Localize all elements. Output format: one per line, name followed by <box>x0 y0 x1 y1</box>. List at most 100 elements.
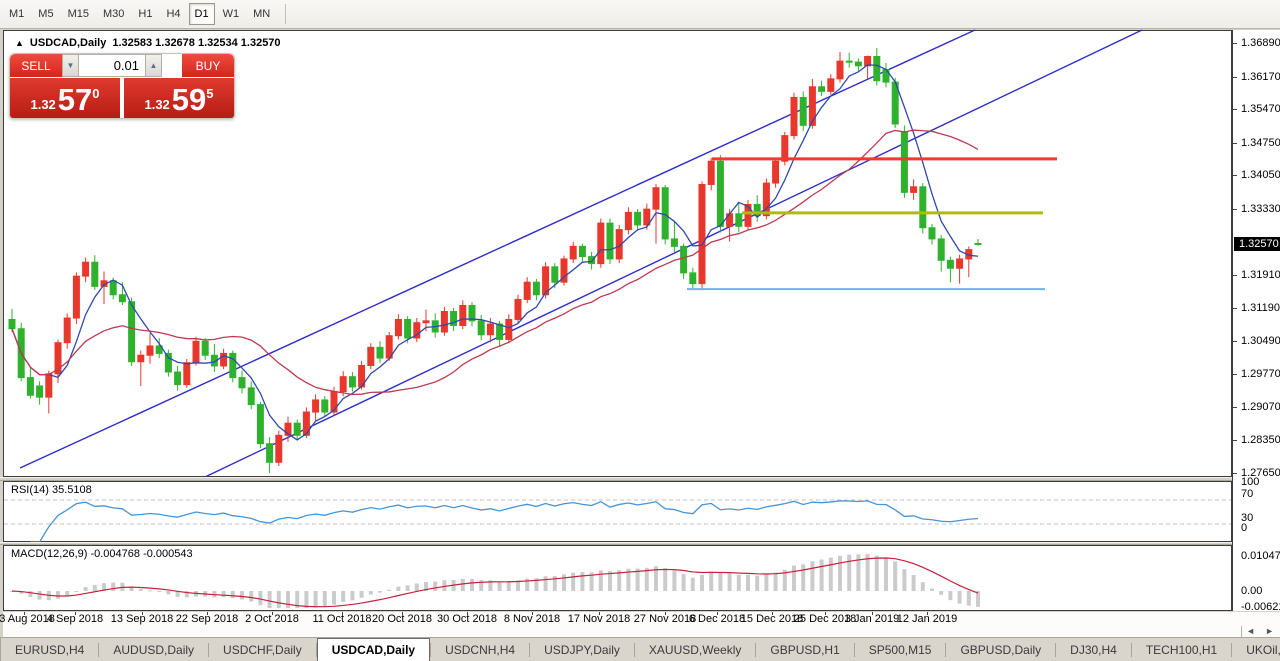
price-axis-label: 1.31190 <box>1241 302 1280 315</box>
tab-eurusd-h4[interactable]: EURUSD,H4 <box>15 642 85 657</box>
macd-histogram-bar <box>497 581 502 591</box>
tab-usdjpy-daily[interactable]: USDJPY,Daily <box>544 642 620 657</box>
macd-histogram-bar <box>341 591 346 603</box>
macd-indicator-panel[interactable]: MACD(12,26,9) -0.004768 -0.000543 <box>3 545 1232 611</box>
macd-histogram-bar <box>672 570 677 591</box>
macd-histogram-bar <box>617 570 622 591</box>
scroll-left-icon[interactable]: ◄ <box>1246 626 1256 636</box>
timeframe-button-d1[interactable]: D1 <box>188 3 215 25</box>
macd-histogram-bar <box>396 586 401 591</box>
macd-histogram-bar <box>258 591 263 606</box>
candle-body <box>118 294 126 303</box>
macd-histogram-bar <box>654 566 658 591</box>
candle-body <box>36 385 44 398</box>
tab-usdcnh-h4[interactable]: USDCNH,H4 <box>445 642 516 657</box>
timeframe-button-mn[interactable]: MN <box>253 8 271 20</box>
channel-lower[interactable] <box>204 29 1143 478</box>
candle-body <box>532 281 540 296</box>
volume-decrease-button[interactable]: ▼ <box>62 54 79 77</box>
tab-usdchf-daily[interactable]: USDCHF,Daily <box>223 642 302 657</box>
buy-price-display[interactable]: 1.32 59 5 <box>124 78 234 118</box>
panel-splitter[interactable] <box>0 542 1280 545</box>
price-axis-label: 1.27650 <box>1241 467 1280 479</box>
candle-body <box>8 318 16 330</box>
buy-price-point: 5 <box>206 86 214 101</box>
price-axis-tick <box>1233 109 1237 111</box>
buy-button[interactable]: BUY <box>182 54 234 77</box>
candle-body <box>689 272 697 285</box>
macd-histogram-bar <box>74 591 79 592</box>
sell-price-point: 0 <box>92 86 100 101</box>
macd-histogram-bar <box>525 578 530 591</box>
sell-button[interactable]: SELL <box>10 54 62 77</box>
macd-histogram-bar <box>884 557 888 591</box>
panel-splitter[interactable] <box>0 477 1280 481</box>
timeframe-button-m5[interactable]: M5 <box>38 8 54 20</box>
macd-histogram-bar <box>635 568 640 591</box>
volume-increase-button[interactable]: ▲ <box>145 54 162 77</box>
timeframe-button-m1[interactable]: M1 <box>9 8 25 20</box>
sell-price-display[interactable]: 1.32 57 0 <box>10 78 120 118</box>
volume-input[interactable]: 0.01 <box>79 54 145 77</box>
tab-tech100-h1[interactable]: TECH100,H1 <box>1145 642 1218 657</box>
candle-body <box>900 131 908 193</box>
macd-histogram-bar <box>746 574 750 591</box>
tab-separator <box>853 642 855 657</box>
macd-histogram-bar <box>332 591 336 605</box>
macd-histogram-bar <box>626 568 631 591</box>
tab-ukoil-h1[interactable]: UKOil,H1 <box>1246 642 1280 657</box>
candlestick-plot[interactable] <box>4 29 1231 478</box>
macd-histogram-bar <box>976 591 980 607</box>
timeframe-button-h4[interactable]: H4 <box>166 8 181 20</box>
timeframe-button-w1[interactable]: W1 <box>222 8 240 20</box>
candle-body <box>422 320 430 324</box>
tab-sp500-m15[interactable]: SP500,M15 <box>868 642 932 657</box>
price-axis-tick <box>1233 374 1237 376</box>
macd-histogram-bar <box>764 574 769 591</box>
candle-body <box>772 160 780 184</box>
tab-dj30-h4[interactable]: DJ30,H4 <box>1070 642 1117 657</box>
rsi-axis-label: 30 <box>1241 512 1254 524</box>
price-axis-tick <box>1233 440 1237 442</box>
candle-body <box>744 203 752 227</box>
one-click-trade-widget: SELL ▼ 0.01 ▲ BUY 1.32 57 0 1.32 59 <box>9 53 235 119</box>
candle-body <box>670 238 678 247</box>
candle-body <box>275 434 283 463</box>
macd-histogram-bar <box>83 587 88 591</box>
macd-histogram-bar <box>709 571 714 591</box>
macd-histogram-bar <box>65 591 70 597</box>
rsi-plot[interactable] <box>4 482 1231 543</box>
tab-gbpusd-daily[interactable]: GBPUSD,Daily <box>960 642 1042 657</box>
macd-histogram-bar <box>368 591 373 595</box>
timeframe-button-h1[interactable]: H1 <box>138 8 153 20</box>
candle-body <box>247 387 255 406</box>
scroll-right-icon[interactable]: ► <box>1265 626 1274 636</box>
candle-body <box>394 318 402 337</box>
macd-histogram-bar <box>911 575 916 591</box>
price-chart-canvas[interactable]: ▲ USDCAD,Daily 1.32583 1.32678 1.32534 1… <box>3 29 1232 478</box>
candle-body <box>514 298 522 320</box>
timeframe-button-m30[interactable]: M30 <box>102 8 125 20</box>
tab-xauusd-weekly[interactable]: XAUUSD,Weekly <box>648 642 742 657</box>
tab-usdcad-daily[interactable]: USDCAD,Daily <box>316 638 431 661</box>
date-axis-tick <box>24 612 25 615</box>
price-axis[interactable]: 1.36890 1.36170 1.35470 1.34750 1.34050 1.333… <box>1232 30 1280 613</box>
tab-audusd-daily[interactable]: AUDUSD,Daily <box>113 642 195 657</box>
candle-body <box>128 301 136 363</box>
candle-body <box>735 213 743 227</box>
timeframe-button-m15[interactable]: M15 <box>67 8 89 20</box>
horizontal-scrollbar[interactable]: ◄ ► <box>3 626 1280 637</box>
price-axis-tick <box>1233 473 1237 474</box>
candle-body <box>634 211 642 226</box>
tab-gbpusd-h1[interactable]: GBPUSD,H1 <box>770 642 840 657</box>
macd-histogram-bar <box>856 554 861 591</box>
rsi-indicator-panel[interactable]: RSI(14) 35.5108 <box>3 481 1232 543</box>
collapse-panel-icon[interactable]: ▲ <box>15 38 24 48</box>
price-axis-tick <box>1233 308 1237 310</box>
macd-plot[interactable] <box>4 546 1231 610</box>
date-axis-label: 27 Nov 2018 <box>633 613 697 625</box>
candle-body <box>486 323 494 336</box>
candle-body <box>109 280 117 296</box>
tab-separator <box>755 642 757 657</box>
